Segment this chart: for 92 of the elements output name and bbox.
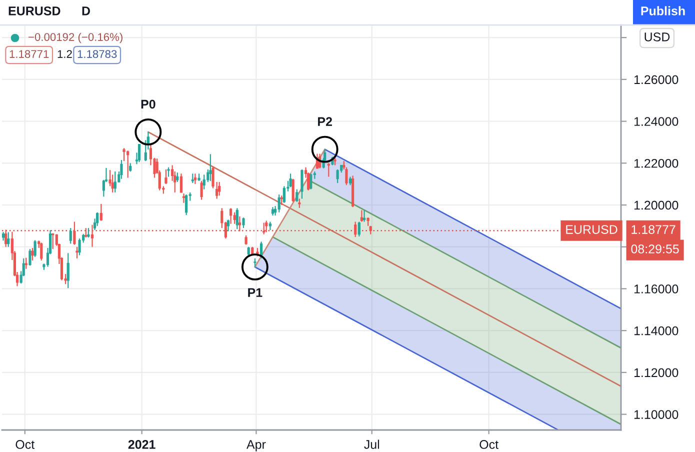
candlestick	[138, 144, 141, 163]
candlestick	[212, 166, 214, 189]
text: Publish	[641, 6, 685, 16]
candlestick	[238, 216, 241, 232]
candlestick	[66, 252, 70, 289]
candlestick	[84, 227, 88, 238]
candlestick	[336, 168, 339, 184]
candlestick	[182, 192, 186, 204]
candlestick	[354, 221, 357, 238]
x-tick-label: Apr	[246, 440, 266, 452]
candlestick	[229, 208, 232, 224]
candlestick	[298, 198, 301, 208]
candlestick	[327, 162, 330, 178]
candlestick	[40, 242, 43, 262]
annotation: 1.18783	[78, 50, 117, 58]
candlestick	[300, 168, 304, 200]
candlestick	[310, 173, 312, 190]
candlestick	[69, 227, 72, 244]
x-tick-label: Jul	[364, 440, 380, 449]
text: D	[82, 6, 90, 16]
text: 08:29:55	[631, 244, 679, 254]
candlestick	[78, 238, 81, 256]
y-tick-label: 1.24000	[634, 117, 678, 126]
candlestick	[167, 166, 170, 178]
candlestick	[100, 203, 102, 222]
candlestick	[76, 246, 78, 259]
text: 1.18777	[632, 225, 676, 234]
candlestick	[34, 240, 36, 258]
annotation: 1.18771	[10, 50, 49, 58]
candlestick	[236, 208, 238, 230]
point	[311, 136, 338, 163]
y-tick-label: 1.22000	[634, 158, 678, 168]
candlestick	[233, 212, 236, 224]
candlestick	[111, 174, 114, 193]
y-tick-label: 1.14000	[634, 326, 678, 336]
candlestick	[278, 194, 280, 213]
candlestick	[218, 181, 221, 196]
ref-line-label: EURUSD	[566, 225, 618, 234]
candlestick	[358, 221, 360, 237]
candlestick	[292, 178, 294, 202]
candlestick	[185, 194, 188, 216]
candlestick	[31, 247, 34, 262]
candlestick	[120, 159, 123, 180]
candlestick	[52, 232, 54, 250]
chart-title: EURUSD	[8, 6, 60, 16]
y-tick-label: 1.12000	[634, 368, 678, 378]
candlestick	[296, 188, 298, 202]
candlestick	[24, 257, 28, 270]
point	[134, 118, 162, 146]
x-tick-label: 2021	[128, 440, 156, 449]
annotation: P2	[318, 117, 332, 126]
y-tick-label: 1.20000	[634, 200, 678, 210]
text: USD	[644, 32, 670, 42]
candlestick	[114, 170, 116, 193]
candlestick	[362, 210, 366, 222]
x-tick-label: Oct	[16, 440, 35, 449]
point	[241, 253, 268, 280]
candlestick	[265, 220, 268, 233]
candlestick	[200, 180, 203, 200]
candlestick	[90, 224, 94, 248]
candlestick	[194, 173, 196, 185]
candlestick	[226, 219, 230, 232]
candlestick	[209, 154, 212, 182]
candlestick	[122, 148, 126, 162]
candlestick	[96, 212, 99, 226]
candlestick	[4, 229, 8, 248]
candlestick	[360, 210, 364, 222]
annotation: P1	[248, 288, 262, 297]
y-tick-label: 1.10000	[634, 410, 678, 419]
candlestick	[242, 217, 245, 229]
candlestick	[260, 241, 263, 259]
candlestick	[289, 173, 292, 188]
candlestick	[280, 195, 283, 206]
candlestick	[244, 234, 248, 246]
y-tick-label: 1.16000	[634, 284, 678, 294]
annotation: P0	[141, 100, 156, 109]
candlestick	[126, 150, 130, 178]
candlestick	[73, 221, 76, 246]
candlestick	[176, 172, 179, 183]
candlestick	[202, 174, 206, 190]
candlestick	[282, 186, 286, 204]
y-tick-label: 1.26000	[634, 75, 678, 84]
candlestick	[7, 232, 10, 248]
candlestick	[216, 181, 218, 200]
candlestick	[262, 222, 266, 235]
annotation: −0.00192 (−0.16%)	[28, 32, 122, 44]
annotation: 1.2	[58, 50, 72, 58]
candlestick	[28, 248, 32, 266]
candlestick	[191, 173, 194, 184]
candlestick	[164, 168, 168, 185]
candlestick	[180, 173, 183, 193]
x-tick-label: Oct	[480, 440, 498, 449]
